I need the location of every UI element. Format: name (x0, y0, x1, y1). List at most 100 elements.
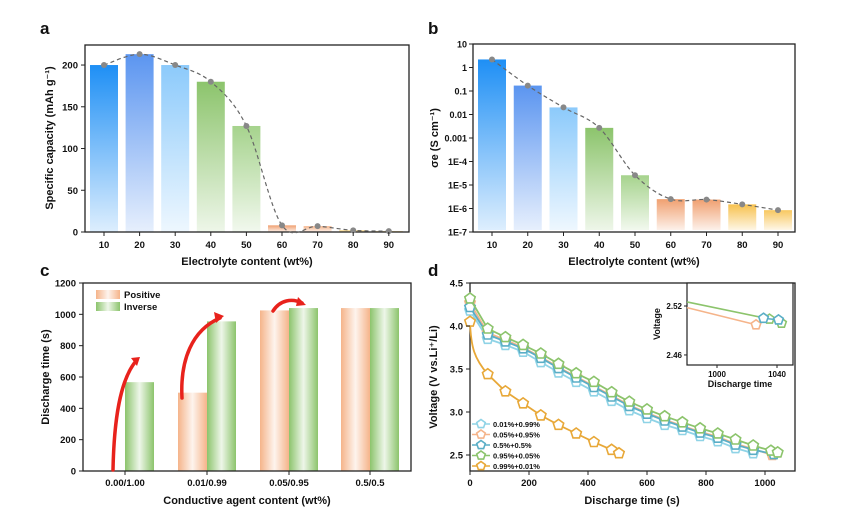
data-marker (516, 396, 530, 409)
x-tick-label-b: 10 (487, 240, 498, 251)
data-marker (552, 418, 565, 431)
y-tick-label-c: 600 (60, 373, 76, 384)
bar-a (268, 225, 296, 232)
series-4 (463, 315, 626, 459)
y-axis-label-d: Voltage (V vs.Li⁺/Li) (428, 325, 440, 429)
y-tick-label-b: 1 (462, 63, 467, 73)
data-marker (640, 402, 654, 415)
bar-a (161, 65, 190, 233)
data-marker (711, 427, 724, 439)
data-marker (499, 330, 512, 343)
data-point-a (172, 62, 179, 69)
y-tick-label-b: 1E-4 (448, 157, 467, 167)
legend-marker-d (475, 418, 487, 429)
data-point-b (596, 124, 603, 131)
data-point-a (207, 78, 214, 85)
data-marker (729, 433, 742, 445)
x-tick-label-d: 800 (698, 478, 714, 489)
arrow-head (296, 297, 306, 306)
data-marker (463, 292, 477, 304)
legend-label-d: 0.99%+0.01% (493, 462, 540, 471)
legend-label-d: 0.05%+0.95% (493, 431, 540, 440)
x-tick-label-b: 40 (594, 240, 605, 251)
y-tick-label-a: 0 (73, 228, 78, 239)
y-tick-label-a: 200 (62, 61, 78, 72)
red-arrow (180, 316, 222, 400)
y-tick-label-b: 10 (457, 40, 467, 50)
bar-inverse (289, 308, 318, 471)
x-tick-label-b: 50 (630, 240, 641, 251)
red-arrow (111, 359, 138, 472)
bar-b (549, 107, 578, 230)
x-tick-label-c: 0.01/0.99 (187, 478, 227, 489)
legend-marker-d (475, 429, 487, 439)
data-point-a (279, 222, 285, 229)
data-point-b (560, 104, 567, 111)
data-point-b (524, 82, 531, 89)
data-point-a (136, 51, 143, 58)
y-tick-label-c: 400 (60, 404, 76, 415)
data-marker (612, 446, 626, 459)
data-marker (516, 338, 530, 351)
y-tick-label-b: 0.01 (449, 110, 467, 120)
x-tick-label-b: 30 (558, 240, 569, 251)
data-marker (693, 421, 707, 434)
bar-b (728, 204, 757, 230)
bar-positive (178, 392, 207, 471)
y-tick-label-a: 100 (62, 144, 78, 155)
x-tick-label-d: 0 (467, 478, 472, 489)
data-point-a (314, 223, 321, 230)
inset-y-tick-label: 2.46 (666, 351, 682, 360)
y-tick-label-d: 2.5 (450, 451, 464, 462)
inset-series (686, 306, 762, 330)
data-point-b (739, 201, 746, 208)
legend-marker-d (475, 460, 487, 471)
bar-positive (341, 308, 370, 471)
inset-y-tick-label: 2.52 (666, 302, 682, 311)
bar-a (232, 125, 261, 232)
x-tick-label-d: 600 (639, 478, 655, 489)
y-tick-label-c: 800 (60, 341, 76, 352)
bar-inverse (207, 321, 236, 471)
y-tick-label-d: 4.0 (450, 322, 463, 333)
legend-label-c: Positive (124, 290, 160, 301)
x-tick-label-a: 70 (312, 240, 323, 251)
data-marker (570, 427, 583, 439)
arrow-head (214, 312, 224, 323)
y-tick-label-b: 1E-7 (448, 228, 467, 238)
data-point-b (703, 196, 710, 203)
inset-series (757, 312, 785, 325)
series-3 (463, 292, 784, 458)
plot-frame-d (469, 282, 796, 472)
inset-x-tick-label: 1000 (708, 370, 726, 379)
data-point-b (775, 207, 781, 214)
bar-b (692, 199, 721, 230)
x-tick-label-a: 50 (241, 240, 252, 251)
x-tick-label-c: 0.00/1.00 (105, 478, 145, 489)
y-axis-label-b: σe (S cm⁻¹) (429, 108, 441, 168)
inset-x-tick-label: 1040 (768, 370, 786, 379)
x-tick-label-a: 90 (384, 240, 395, 251)
x-tick-label-d: 200 (521, 478, 537, 489)
x-tick-label-b: 90 (773, 240, 784, 251)
panel-label: c (40, 261, 49, 280)
y-tick-label-c: 0 (71, 467, 76, 478)
x-tick-label-a: 40 (206, 240, 217, 251)
bar-a (196, 81, 225, 232)
data-marker (658, 409, 671, 422)
bar-inverse (125, 382, 154, 471)
data-marker (605, 385, 618, 398)
legend-marker-d (475, 439, 487, 450)
bar-a (125, 54, 154, 232)
y-tick-label-d: 3.0 (450, 408, 463, 419)
bar-b (764, 210, 792, 230)
fit-line-a (103, 53, 389, 234)
legend-label-d: 0.5%+0.5% (493, 441, 532, 450)
data-marker (552, 357, 565, 370)
x-tick-label-b: 20 (522, 240, 533, 251)
bar-b (513, 85, 542, 231)
y-tick-label-c: 1000 (55, 310, 76, 321)
data-point-b (632, 172, 638, 179)
y-tick-label-a: 50 (67, 186, 78, 197)
y-axis-label-c: Discharge time (s) (40, 329, 52, 425)
